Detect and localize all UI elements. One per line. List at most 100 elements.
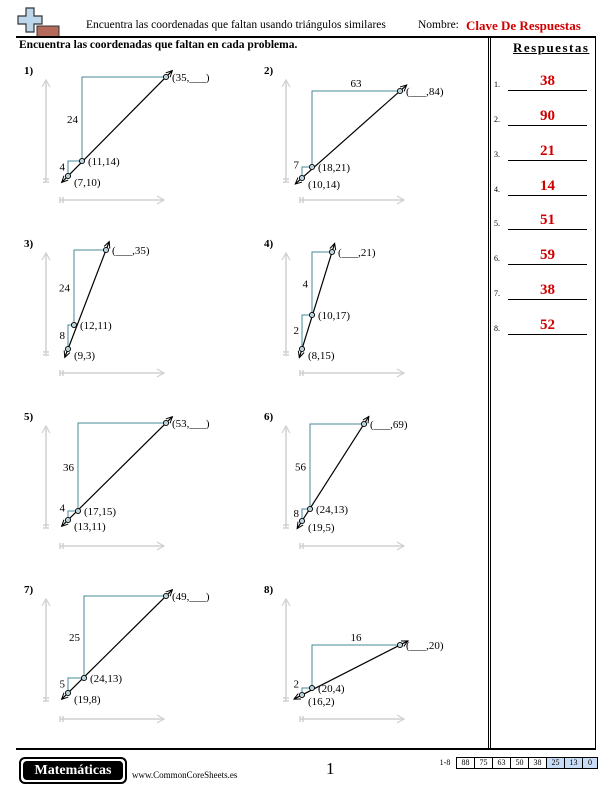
point-marker bbox=[308, 684, 316, 692]
answer-line bbox=[508, 299, 587, 300]
line-arrow-start bbox=[296, 521, 304, 530]
point-marker bbox=[162, 73, 170, 81]
answer-number: 8. bbox=[494, 324, 500, 333]
point-label-3: (___,35) bbox=[112, 245, 150, 257]
point-label-2: (17,15) bbox=[84, 506, 116, 518]
line-arrow-end bbox=[165, 69, 174, 78]
line-arrow-start bbox=[297, 350, 305, 359]
small-triangle-legs bbox=[67, 160, 82, 176]
instructions: Encuentra las coordenadas que faltan en … bbox=[19, 39, 298, 51]
y-axis-arrow bbox=[281, 78, 291, 88]
answer-row: 3. 21 bbox=[494, 139, 594, 161]
y-axis-arrow bbox=[41, 424, 51, 434]
page-number: 1 bbox=[326, 759, 335, 778]
point-label-1: (8,15) bbox=[308, 350, 335, 362]
line-arrow-start bbox=[60, 692, 69, 701]
answers-divider bbox=[490, 37, 491, 748]
point-marker bbox=[396, 87, 404, 95]
line-arrow-start bbox=[294, 177, 303, 185]
line-arrow-end bbox=[401, 640, 410, 647]
answer-number: 7. bbox=[494, 289, 500, 298]
subject-badge-label: Matemáticas bbox=[23, 761, 123, 780]
x-axis-arrow bbox=[156, 195, 166, 205]
point-label-3: (35,___) bbox=[172, 72, 210, 84]
answer-line bbox=[508, 195, 587, 196]
name-value: Clave De Respuestas bbox=[466, 18, 581, 33]
answer-number: 3. bbox=[494, 150, 500, 159]
large-triangle-legs bbox=[77, 422, 166, 511]
score-table: 1-8 88 75 63 50 38 25 13 0 bbox=[434, 757, 598, 769]
answer-number: 1. bbox=[494, 80, 500, 89]
point-marker bbox=[64, 345, 72, 353]
line-arrow-end bbox=[329, 242, 337, 251]
point-label-1: (19,5) bbox=[308, 522, 335, 534]
point-marker bbox=[74, 507, 82, 515]
point-label-1: (9,3) bbox=[74, 350, 95, 362]
line-arrow-end bbox=[165, 415, 174, 424]
point-marker bbox=[64, 689, 72, 697]
point-marker bbox=[64, 172, 72, 180]
large-triangle-legs bbox=[83, 595, 166, 678]
point-marker bbox=[308, 311, 316, 319]
line-segment bbox=[61, 70, 173, 183]
large-leg-label: 56 bbox=[295, 462, 307, 474]
answer-row: 5. 51 bbox=[494, 208, 594, 230]
line-arrow-end bbox=[362, 415, 370, 424]
answer-number: 4. bbox=[494, 185, 500, 194]
point-marker bbox=[298, 517, 306, 525]
small-leg-label: 2 bbox=[294, 325, 300, 337]
answer-value: 21 bbox=[540, 143, 555, 159]
answer-row: 2. 90 bbox=[494, 104, 594, 126]
answer-number: 6. bbox=[494, 254, 500, 263]
point-marker bbox=[298, 345, 306, 353]
point-marker bbox=[298, 691, 306, 699]
point-marker bbox=[298, 174, 306, 182]
y-axis-arrow bbox=[41, 78, 51, 88]
point-label-3: (___,20) bbox=[406, 640, 444, 652]
small-leg-label: 4 bbox=[60, 162, 66, 174]
small-leg-label: 8 bbox=[294, 508, 300, 520]
line-arrow-start bbox=[60, 519, 69, 528]
x-axis-arrow bbox=[156, 714, 166, 724]
point-marker bbox=[162, 592, 170, 600]
point-label-2: (10,17) bbox=[318, 310, 350, 322]
y-axis-arrow bbox=[281, 424, 291, 434]
point-label-3: (49,___) bbox=[172, 591, 210, 603]
large-leg-label: 24 bbox=[59, 283, 71, 295]
answers-divider bbox=[488, 37, 489, 748]
point-marker bbox=[102, 246, 110, 254]
answer-value: 59 bbox=[540, 247, 555, 263]
answer-row: 7. 38 bbox=[494, 278, 594, 300]
small-leg-label: 4 bbox=[60, 503, 66, 515]
problem-number: 3) bbox=[24, 238, 34, 250]
point-marker bbox=[396, 641, 404, 649]
point-label-3: (___,21) bbox=[338, 247, 376, 259]
answer-value: 38 bbox=[540, 73, 555, 89]
small-leg-label: 5 bbox=[60, 679, 66, 691]
small-triangle-legs bbox=[301, 314, 312, 349]
large-leg-label: 16 bbox=[351, 632, 363, 644]
large-triangle-legs bbox=[311, 90, 400, 167]
point-marker bbox=[80, 674, 88, 682]
score-cell: 88 bbox=[456, 757, 475, 769]
point-label-1: (19,8) bbox=[74, 694, 101, 706]
point-label-2: (20,4) bbox=[318, 683, 345, 695]
right-border bbox=[595, 37, 596, 748]
line-arrow-end bbox=[399, 84, 408, 92]
large-leg-label: 4 bbox=[303, 279, 309, 291]
answer-number: 5. bbox=[494, 219, 500, 228]
line-segment bbox=[61, 589, 173, 700]
answer-value: 52 bbox=[540, 317, 555, 333]
point-marker bbox=[306, 505, 314, 513]
problem-number: 4) bbox=[264, 238, 274, 250]
x-axis-arrow bbox=[396, 714, 406, 724]
point-label-3: (___,84) bbox=[406, 86, 444, 98]
small-triangle-legs bbox=[67, 677, 84, 693]
problem-number: 6) bbox=[264, 411, 274, 423]
score-cell: 38 bbox=[529, 757, 547, 769]
